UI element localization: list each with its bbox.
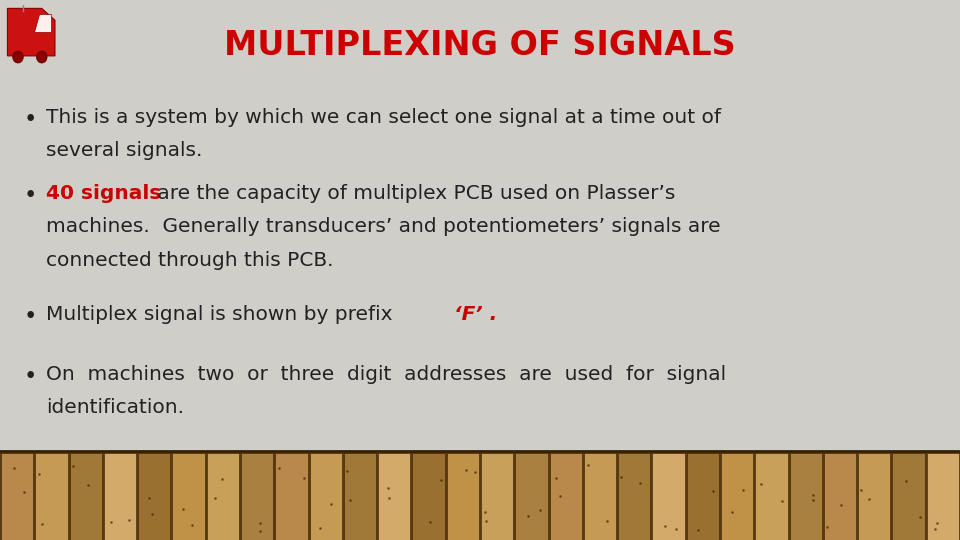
Text: This is a system by which we can select one signal at a time out of: This is a system by which we can select …	[46, 108, 721, 127]
Polygon shape	[549, 453, 582, 540]
Text: 40 signals: 40 signals	[46, 184, 161, 202]
Polygon shape	[1, 453, 34, 540]
Polygon shape	[858, 453, 891, 540]
Text: machines.  Generally transducers’ and potentiometers’ signals are: machines. Generally transducers’ and pot…	[46, 217, 721, 236]
Text: •: •	[24, 305, 37, 328]
Text: MULTIPLEXING OF SIGNALS: MULTIPLEXING OF SIGNALS	[225, 29, 735, 63]
Text: •: •	[24, 364, 37, 388]
Polygon shape	[721, 453, 754, 540]
Text: •: •	[24, 184, 37, 207]
Polygon shape	[824, 453, 856, 540]
Polygon shape	[206, 453, 239, 540]
Bar	[0, 0, 960, 451]
Circle shape	[12, 51, 23, 63]
Polygon shape	[446, 453, 479, 540]
Polygon shape	[241, 453, 274, 540]
Circle shape	[36, 51, 47, 63]
Polygon shape	[653, 453, 684, 540]
Polygon shape	[8, 8, 55, 56]
Polygon shape	[276, 453, 307, 540]
Polygon shape	[584, 453, 616, 540]
Text: •: •	[24, 108, 37, 131]
Bar	[0, 451, 960, 540]
Polygon shape	[138, 453, 171, 540]
Polygon shape	[36, 453, 67, 540]
Polygon shape	[516, 453, 547, 540]
Polygon shape	[69, 453, 102, 540]
Polygon shape	[893, 453, 924, 540]
Text: Multiplex signal is shown by prefix: Multiplex signal is shown by prefix	[46, 305, 399, 324]
Text: connected through this PCB.: connected through this PCB.	[46, 251, 333, 269]
Polygon shape	[618, 453, 651, 540]
Polygon shape	[413, 453, 444, 540]
Polygon shape	[309, 453, 342, 540]
Polygon shape	[34, 14, 51, 32]
Polygon shape	[344, 453, 376, 540]
Text: several signals.: several signals.	[46, 141, 203, 160]
Polygon shape	[481, 453, 514, 540]
Polygon shape	[104, 453, 136, 540]
Text: ‘F’ .: ‘F’ .	[454, 305, 497, 324]
Polygon shape	[756, 453, 787, 540]
Polygon shape	[789, 453, 822, 540]
Polygon shape	[378, 453, 411, 540]
Text: On  machines  two  or  three  digit  addresses  are  used  for  signal: On machines two or three digit addresses…	[46, 364, 726, 383]
Polygon shape	[926, 453, 959, 540]
Polygon shape	[686, 453, 719, 540]
Polygon shape	[173, 453, 204, 540]
Text: identification.: identification.	[46, 398, 184, 417]
Text: are the capacity of multiplex PCB used on Plasser’s: are the capacity of multiplex PCB used o…	[151, 184, 675, 202]
